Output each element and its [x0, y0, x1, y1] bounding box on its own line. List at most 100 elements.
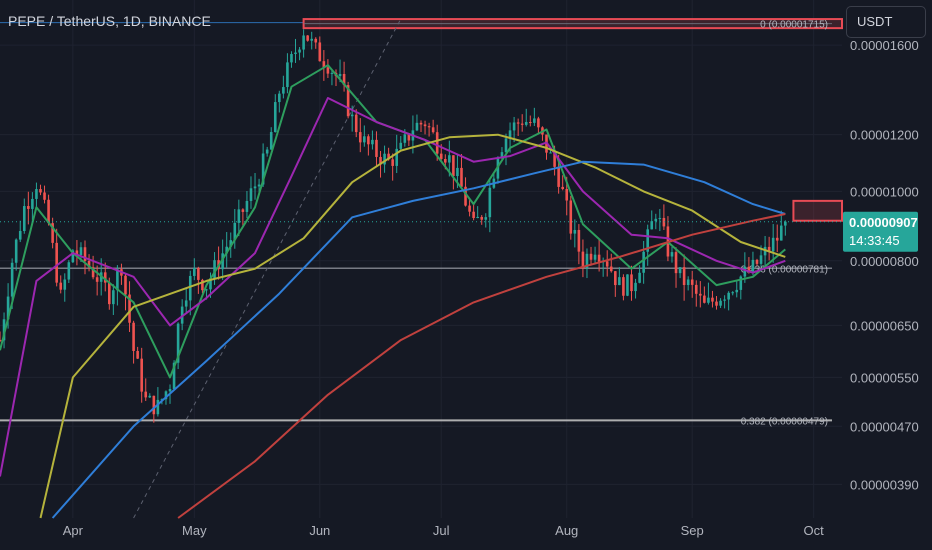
candle-body	[694, 284, 698, 294]
candle-body	[662, 217, 666, 227]
candle-body	[654, 218, 658, 222]
candle-body	[152, 395, 156, 415]
candle-body	[699, 293, 702, 296]
candle-body	[609, 266, 613, 272]
candle-body	[75, 250, 79, 256]
candle-body	[468, 205, 471, 212]
moving-averages	[0, 64, 786, 519]
candle-body	[346, 85, 350, 117]
candle-body	[707, 297, 710, 303]
candle-body	[703, 295, 706, 303]
candle-body	[634, 282, 637, 292]
candle-body	[589, 253, 593, 260]
candle-body	[144, 391, 148, 398]
resistance-zones	[0, 18, 844, 222]
candle-body	[435, 132, 439, 154]
candle-body	[140, 358, 143, 392]
candle-body	[650, 221, 654, 230]
candle-body	[188, 275, 192, 301]
candle-body	[460, 167, 463, 187]
candle-body	[132, 322, 135, 351]
candle-body	[577, 229, 581, 252]
candle-body	[322, 61, 326, 68]
candle-body	[136, 350, 139, 359]
candle-body	[504, 138, 508, 153]
candle-body	[399, 142, 403, 149]
candle-body	[318, 42, 322, 62]
candle-body	[197, 268, 200, 280]
candle-body	[338, 73, 342, 77]
candle-body	[306, 35, 309, 41]
candle-body	[508, 130, 512, 139]
candle-body	[391, 159, 394, 166]
candle-body	[168, 389, 172, 392]
candle-body	[476, 216, 479, 219]
candle-body	[233, 222, 237, 241]
candle-body	[35, 189, 38, 199]
candle-body	[784, 221, 787, 226]
candle-body	[743, 266, 747, 277]
x-tick-label: May	[182, 523, 207, 538]
x-tick-label: Apr	[63, 523, 84, 538]
candle-body	[731, 292, 735, 294]
candle-body	[253, 186, 257, 189]
moving-average-line	[51, 160, 786, 519]
candle-body	[237, 209, 241, 223]
candle-body	[290, 54, 293, 63]
y-tick-label: 0.00001000	[850, 184, 919, 199]
candle-body	[553, 152, 556, 167]
candle-body	[755, 259, 759, 264]
moving-average-line	[39, 133, 786, 519]
candle-body	[747, 266, 751, 272]
candle-body	[739, 276, 743, 290]
candle-body	[278, 93, 281, 103]
grid	[0, 0, 842, 518]
candle-body	[614, 271, 617, 286]
candle-body	[512, 122, 516, 131]
candle-body	[448, 155, 451, 163]
fib-trend-line	[133, 18, 402, 519]
candle-body	[383, 153, 386, 165]
x-tick-label: Jun	[309, 523, 330, 538]
candle-body	[39, 189, 42, 193]
candle-body	[488, 187, 492, 218]
candle-body	[549, 152, 552, 154]
candle-body	[148, 395, 152, 398]
candle-body	[775, 237, 779, 241]
candle-body	[0, 340, 2, 342]
candle-body	[350, 114, 354, 117]
last-price-label: 0.00000907	[849, 215, 918, 230]
candle-body	[779, 225, 783, 241]
y-tick-label: 0.00000390	[850, 477, 919, 492]
resistance-zone-current	[792, 199, 844, 222]
candle-body	[690, 279, 694, 285]
candle-body	[431, 127, 435, 133]
candle-body	[103, 272, 107, 283]
candle-body	[423, 124, 427, 127]
candle-body	[626, 274, 629, 296]
candle-body	[71, 250, 75, 263]
candle-body	[533, 118, 536, 123]
candle-body	[443, 159, 447, 163]
candle-body	[427, 126, 431, 128]
candle-body	[585, 253, 589, 269]
fib-lines: 0.382 (0.00000479) 0.236 (0.00000781) 0 (0…	[0, 20, 832, 427]
currency-button[interactable]: USDT	[846, 6, 926, 38]
candle-body	[112, 290, 115, 305]
candle-body	[59, 282, 63, 290]
candle-body	[18, 230, 22, 240]
candle-body	[415, 122, 419, 131]
candle-body	[257, 184, 261, 187]
candle-body	[642, 251, 645, 273]
candle-body	[107, 282, 111, 305]
candle-body	[302, 35, 305, 50]
candle-body	[95, 277, 99, 282]
price-badge-bg	[843, 211, 918, 252]
candle-body	[310, 38, 314, 41]
candle-body	[646, 229, 649, 252]
candle-body	[128, 294, 131, 323]
candle-body	[225, 246, 228, 254]
y-tick-label: 0.00000800	[850, 254, 919, 269]
